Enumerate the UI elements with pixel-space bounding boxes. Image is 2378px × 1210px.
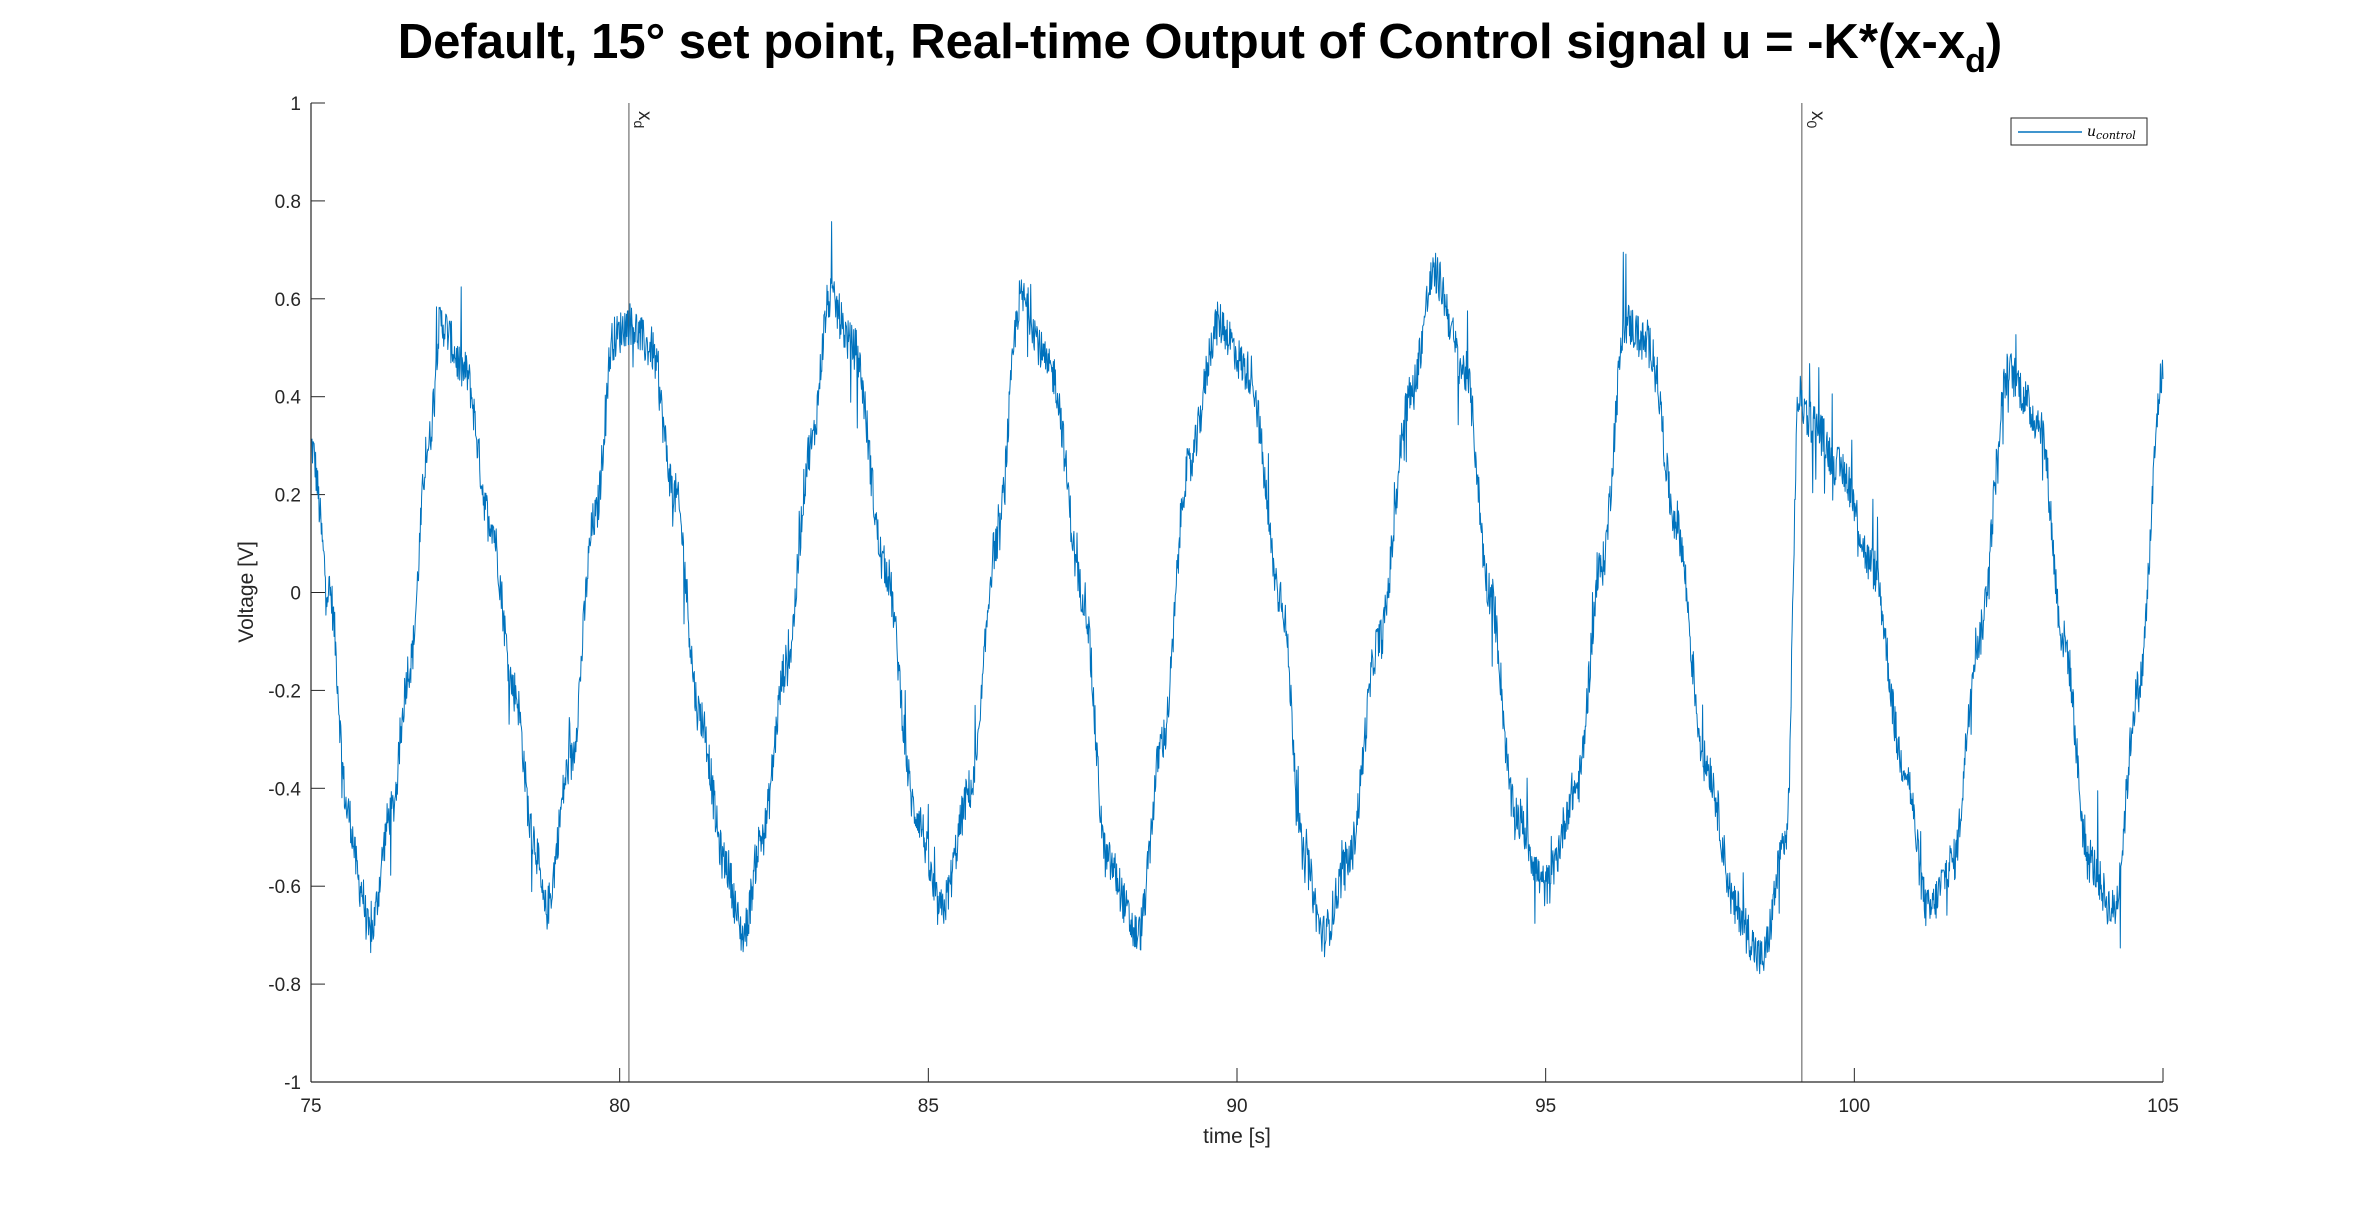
y-tick-label: 0.2	[275, 486, 301, 507]
axes-frame	[310, 103, 2163, 1083]
plot-area	[311, 103, 2163, 1082]
y-tick-label: 0	[290, 584, 301, 605]
y-tick-label: 1	[290, 94, 301, 115]
series-line-u-control	[310, 221, 2164, 975]
chart-title: Default, 15° set point, Real-time Output…	[398, 15, 2002, 80]
y-tick-label: 0.6	[275, 290, 301, 311]
legend-entry-subscript: control	[2096, 129, 2136, 142]
vline-label-sub: 0	[1804, 121, 1820, 129]
y-axis-label: Voltage [V]	[235, 541, 258, 643]
vline-label: x0	[1804, 111, 1828, 129]
chart-title-subscript: d	[1965, 42, 1986, 80]
y-tick-label: -0.2	[268, 681, 301, 702]
vline-label-main: x	[634, 111, 655, 121]
y-tick-label: -0.8	[268, 975, 301, 996]
x-tick-label: 75	[300, 1096, 321, 1117]
vline-label-sub: d	[631, 121, 647, 129]
y-axis: -1 -0.8 -0.6 -0.4 -0.2 0 0.2 0.4 0.6 0.8 1	[268, 94, 325, 1094]
y-tick-label: -1	[284, 1073, 301, 1094]
x-tick-label: 105	[2147, 1096, 2179, 1117]
x-tick-label: 100	[1838, 1096, 1870, 1117]
x-tick-label: 80	[609, 1096, 630, 1117]
y-tick-label: -0.6	[268, 877, 301, 898]
vline-label-main: x	[1807, 111, 1828, 121]
x-axis-label: time [s]	[1203, 1125, 1271, 1148]
y-tick-label: 0.4	[275, 388, 302, 409]
plot-background	[311, 103, 2163, 1082]
legend: ucontrol	[2010, 117, 2148, 146]
x-axis: 75 80 85 90 95 100 105	[300, 1068, 2179, 1117]
x-tick-label: 90	[1226, 1096, 1247, 1117]
legend-entry: ucontrol	[2087, 124, 2136, 142]
vline-label: xd	[631, 111, 655, 128]
y-tick-label: 0.8	[275, 192, 301, 213]
x-tick-label: 85	[918, 1096, 939, 1117]
x-tick-label: 95	[1535, 1096, 1556, 1117]
y-tick-label: -0.4	[268, 779, 301, 800]
chart-title-suffix: )	[1986, 15, 2002, 69]
